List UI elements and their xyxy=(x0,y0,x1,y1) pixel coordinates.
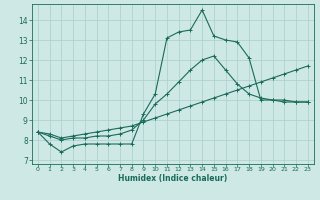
X-axis label: Humidex (Indice chaleur): Humidex (Indice chaleur) xyxy=(118,174,228,183)
